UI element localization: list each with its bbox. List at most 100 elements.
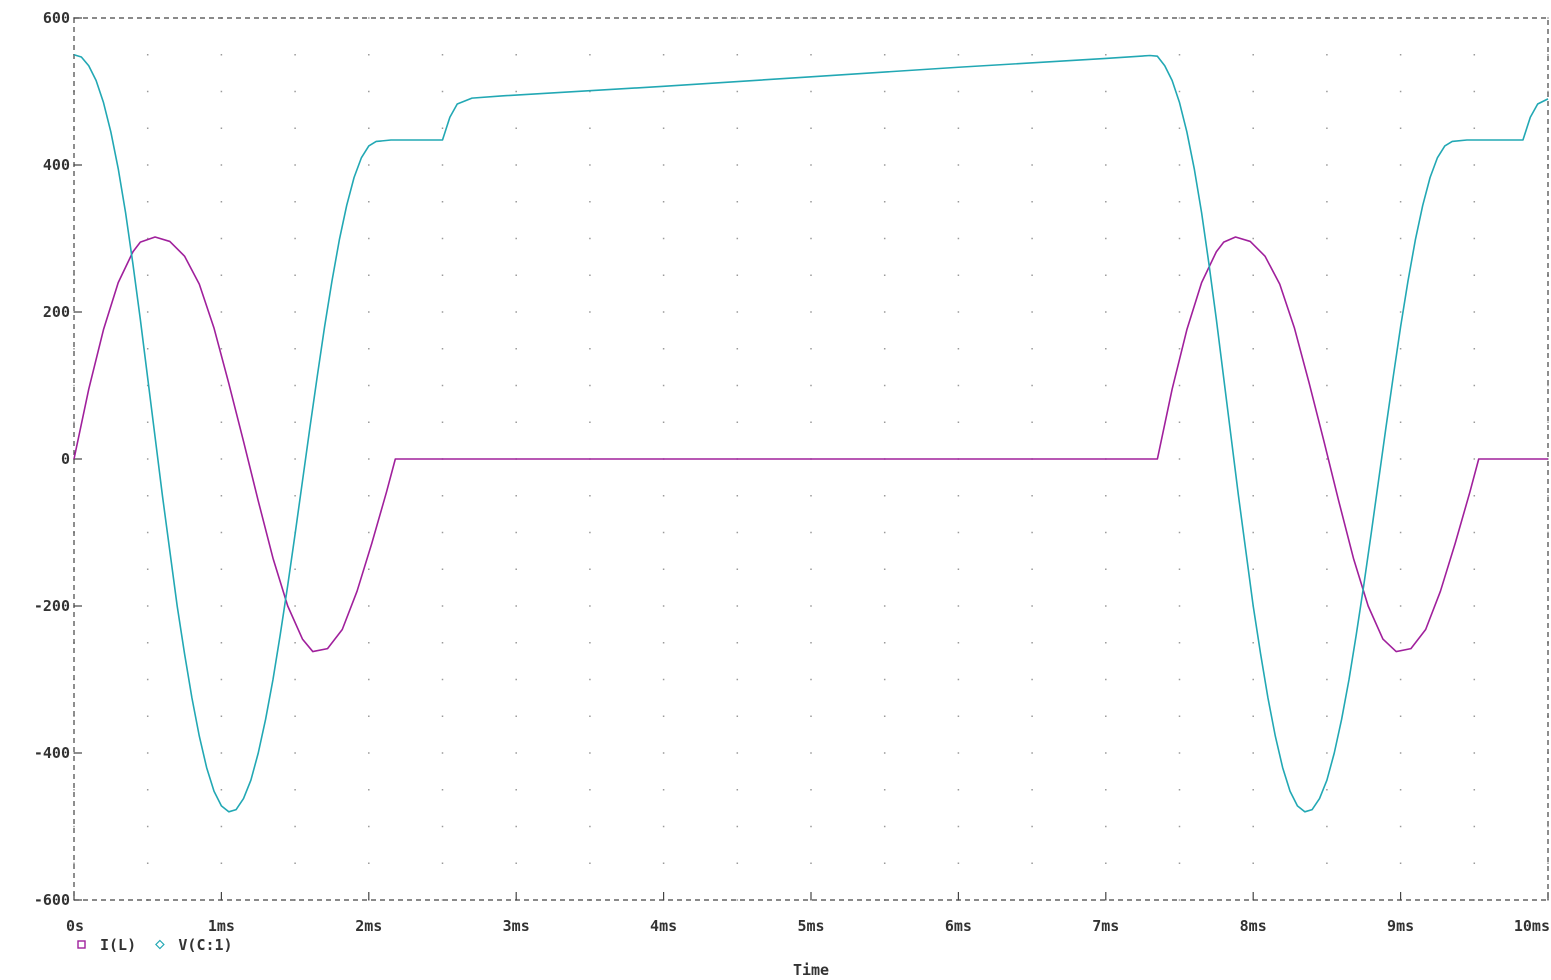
grid-dot: [1473, 17, 1476, 19]
grid-dot: [146, 274, 149, 276]
grid-dot: [957, 421, 960, 423]
grid-dot: [810, 90, 812, 93]
grid-dot: [883, 568, 886, 570]
grid-dot: [736, 201, 739, 203]
grid-dot: [1178, 642, 1181, 644]
grid-dot: [1252, 164, 1254, 166]
grid-dot: [441, 17, 444, 19]
grid-dot: [736, 678, 739, 681]
grid-dot: [1031, 201, 1033, 203]
grid-dot: [146, 421, 149, 423]
grid-dot: [736, 274, 739, 276]
grid-dot: [1105, 164, 1107, 166]
grid-dot: [294, 642, 296, 644]
grid-dot: [515, 421, 517, 423]
grid-dot: [1252, 789, 1254, 791]
grid-dot: [1252, 237, 1254, 240]
grid-dot: [1105, 311, 1107, 313]
grid-dot: [220, 274, 223, 276]
grid-dot: [1473, 164, 1476, 166]
grid-dot: [1252, 127, 1254, 129]
x-tick-label: 7ms: [1092, 917, 1119, 935]
grid-dot: [810, 17, 812, 19]
grid-dot: [220, 752, 223, 754]
grid-dot: [662, 715, 665, 717]
y-tick-label: 0: [61, 450, 70, 468]
grid-dot: [1031, 348, 1033, 350]
grid-dot: [736, 90, 739, 93]
grid-dot: [294, 458, 296, 460]
grid-dot: [1399, 90, 1402, 93]
grid-dot: [662, 531, 665, 534]
grid-dot: [146, 531, 149, 534]
grid-dot: [589, 531, 591, 534]
grid-dot: [1399, 789, 1402, 791]
grid-dot: [810, 311, 812, 313]
grid-dot: [368, 421, 370, 423]
grid-dot: [368, 311, 370, 313]
grid-dot: [1105, 421, 1107, 423]
grid-dot: [883, 54, 886, 56]
y-tick-label: 600: [43, 9, 70, 27]
series-line-i-l: [73, 236, 1548, 653]
grid-dot: [294, 54, 296, 56]
grid-dot: [810, 201, 812, 203]
grid-dot: [1326, 127, 1328, 129]
grid-dot: [441, 164, 444, 166]
grid-dot: [1105, 568, 1107, 570]
grid-dot: [146, 752, 149, 754]
grid-dot: [368, 825, 370, 828]
grid-dot: [810, 715, 812, 717]
grid-dot: [1252, 715, 1254, 717]
grid-dot: [515, 54, 517, 56]
grid-dot: [810, 789, 812, 791]
grid-dot: [1252, 90, 1254, 93]
grid-dot: [515, 348, 517, 350]
grid-dot: [294, 17, 296, 19]
y-tick-label: 400: [43, 156, 70, 174]
y-axis: 600 400 200 0 -200 -400 -600: [34, 9, 82, 909]
grid-dot: [441, 201, 444, 203]
grid-dot: [1473, 90, 1476, 93]
grid-dot: [589, 678, 591, 681]
grid-dot: [1178, 384, 1181, 387]
x-tick-label: 2ms: [355, 917, 382, 935]
grid-dot: [810, 348, 812, 350]
x-tick-label: 0s: [66, 917, 84, 935]
grid-dot: [441, 715, 444, 717]
grid-dot: [589, 642, 591, 644]
grid-dot: [662, 862, 665, 864]
grid-dot: [810, 421, 812, 423]
grid-dot: [1326, 54, 1328, 56]
grid-dot: [1399, 54, 1402, 56]
grid-dot: [1473, 531, 1476, 534]
grid-dot: [146, 237, 149, 240]
grid-dot: [883, 90, 886, 93]
grid-dot: [1326, 642, 1328, 644]
grid-dot: [736, 642, 739, 644]
grid-dot: [441, 531, 444, 534]
grid-dot: [1473, 311, 1476, 313]
grid-dot: [1031, 715, 1033, 717]
x-tick-label: 5ms: [797, 917, 824, 935]
grid-dot: [883, 531, 886, 534]
grid-dot: [441, 495, 444, 497]
grid-dot: [1326, 458, 1328, 460]
grid-dot: [294, 678, 296, 681]
grid-dot: [1178, 348, 1181, 350]
grid-dot: [1473, 54, 1476, 56]
grid-dot: [1473, 127, 1476, 129]
grid-dot: [589, 384, 591, 387]
grid-dot: [883, 642, 886, 644]
grid-dot: [515, 715, 517, 717]
grid-dot: [883, 164, 886, 166]
y-tick-label: 200: [43, 303, 70, 321]
grid-dot: [1326, 531, 1328, 534]
y-tick-label: -400: [34, 744, 70, 762]
grid-dot: [662, 495, 665, 497]
grid-dot: [146, 825, 149, 828]
grid-dot: [957, 678, 960, 681]
grid-dot: [883, 678, 886, 681]
grid-dot: [294, 605, 296, 607]
grid-dot: [662, 825, 665, 828]
